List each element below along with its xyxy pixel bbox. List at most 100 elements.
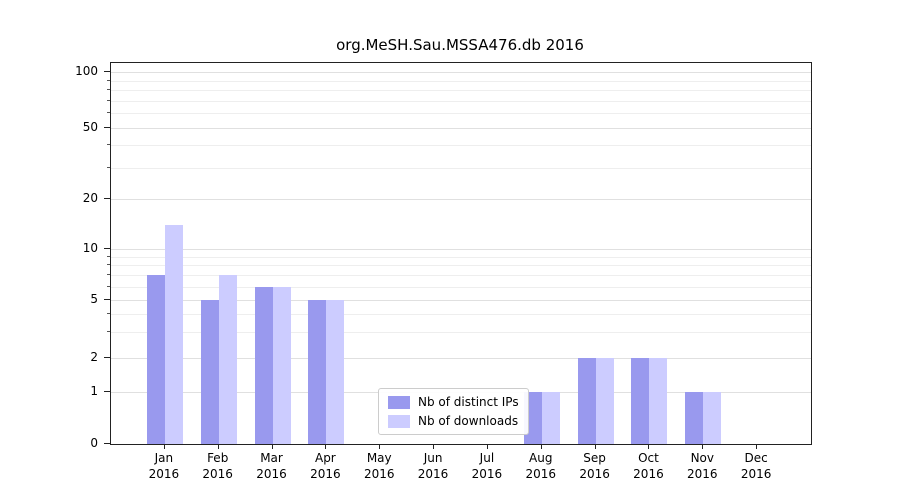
x-tick-month-label: Oct <box>638 451 659 465</box>
y-minor-tick-mark <box>107 274 110 276</box>
minor-gridline <box>111 332 811 334</box>
bar-downloads-feb <box>218 275 237 444</box>
minor-gridline <box>111 286 811 288</box>
x-tick-year-label: 2016 <box>310 467 341 481</box>
x-tick-year-label: 2016 <box>740 467 772 481</box>
legend-label-downloads: Nb of downloads <box>418 414 519 428</box>
y-tick-label: 0 <box>90 436 98 450</box>
y-tick-label: 1 <box>90 383 98 398</box>
minor-gridline <box>111 90 811 92</box>
legend: Nb of distinct IPs Nb of downloads <box>378 388 529 435</box>
bar-downloads-mar <box>272 286 291 444</box>
minor-gridline <box>111 167 811 169</box>
y-minor-tick-mark <box>107 331 110 333</box>
bar-downloads-oct <box>649 357 668 444</box>
y-minor-tick-mark <box>107 313 110 315</box>
x-tick-year-label: 2016 <box>256 467 287 481</box>
x-tick-mark <box>271 444 273 449</box>
minor-gridline <box>111 100 811 102</box>
x-tick-year-label: 2016 <box>417 467 449 481</box>
minor-gridline <box>111 314 811 316</box>
minor-gridline <box>111 113 811 115</box>
bar-distinct-ips-apr <box>308 299 327 444</box>
x-tick-mark <box>756 444 758 449</box>
bar-distinct-ips-nov <box>685 391 704 444</box>
x-tick-month-label: Mar <box>260 451 283 465</box>
x-tick-mark <box>648 444 650 449</box>
y-tick-mark <box>104 390 110 392</box>
x-tick-month-label: Jul <box>479 451 495 465</box>
x-tick-mark <box>433 444 435 449</box>
y-tick-mark <box>104 127 110 129</box>
major-gridline <box>111 299 811 301</box>
x-tick-year-label: 2016 <box>579 467 610 481</box>
y-tick-label: 50 <box>82 120 98 135</box>
x-tick-year-label: 2016 <box>687 467 718 481</box>
bar-distinct-ips-feb <box>200 299 219 444</box>
y-minor-tick-mark <box>107 285 110 287</box>
legend-swatch-distinct-ips <box>388 395 410 409</box>
y-tick-mark <box>104 443 110 444</box>
minor-gridline <box>111 80 811 82</box>
y-minor-tick-mark <box>107 264 110 266</box>
x-tick-year-label: 2016 <box>202 467 233 481</box>
y-minor-tick-mark <box>107 99 110 101</box>
x-tick-year-label: 2016 <box>471 467 503 481</box>
x-tick-mark <box>325 444 327 449</box>
legend-swatch-downloads <box>388 414 410 428</box>
bar-distinct-ips-oct <box>631 357 650 444</box>
y-tick-mark <box>104 198 110 200</box>
chart-title: org.MeSH.Sau.MSSA476.db 2016 <box>336 36 584 54</box>
plot-area <box>110 62 812 445</box>
x-tick-year-label: 2016 <box>525 467 557 481</box>
minor-gridline <box>111 265 811 267</box>
bar-downloads-apr <box>326 299 345 444</box>
x-tick-month-label: Nov <box>690 451 714 465</box>
x-tick-month-label: Apr <box>314 451 336 465</box>
x-tick-mark <box>486 444 488 449</box>
y-tick-mark <box>104 247 110 249</box>
bar-distinct-ips-jan <box>146 275 165 444</box>
x-tick-month-label: Sep <box>583 451 606 465</box>
y-minor-tick-mark <box>107 166 110 168</box>
x-tick-year-label: 2016 <box>363 467 395 481</box>
bar-downloads-nov <box>703 391 722 444</box>
x-tick-year-label: 2016 <box>633 467 664 481</box>
x-tick-mark <box>379 444 381 449</box>
y-minor-tick-mark <box>107 144 110 146</box>
y-tick-label: 20 <box>82 191 98 206</box>
legend-item-distinct-ips: Nb of distinct IPs <box>388 395 519 409</box>
y-minor-tick-mark <box>107 255 110 257</box>
y-tick-label: 5 <box>90 291 98 306</box>
x-tick-month-label: Jan <box>154 451 174 465</box>
legend-item-downloads: Nb of downloads <box>388 414 519 428</box>
y-minor-tick-mark <box>107 89 110 91</box>
y-minor-tick-mark <box>107 112 110 114</box>
bar-downloads-jan <box>164 224 183 444</box>
x-tick-mark <box>217 444 219 449</box>
y-tick-mark <box>104 356 110 358</box>
major-gridline <box>111 199 811 201</box>
x-tick-mark <box>594 444 596 449</box>
x-tick-year-label: 2016 <box>148 467 180 481</box>
major-gridline <box>111 357 811 359</box>
minor-gridline <box>111 275 811 277</box>
x-tick-mark <box>163 444 165 449</box>
y-tick-label: 100 <box>75 64 98 79</box>
x-tick-month-label: Aug <box>529 451 553 465</box>
y-tick-mark <box>104 71 110 73</box>
major-gridline <box>111 128 811 130</box>
y-tick-label: 2 <box>90 349 98 364</box>
minor-gridline <box>111 256 811 258</box>
bar-downloads-sep <box>595 357 614 444</box>
x-tick-mark <box>540 444 542 449</box>
x-tick-month-label: Jun <box>423 451 443 465</box>
legend-label-distinct-ips: Nb of distinct IPs <box>418 395 519 409</box>
y-tick-mark <box>104 298 110 300</box>
x-tick-month-label: Dec <box>744 451 768 465</box>
x-tick-month-label: May <box>366 451 392 465</box>
x-tick-month-label: Feb <box>207 451 229 465</box>
minor-gridline <box>111 145 811 147</box>
y-tick-label: 10 <box>82 240 98 255</box>
